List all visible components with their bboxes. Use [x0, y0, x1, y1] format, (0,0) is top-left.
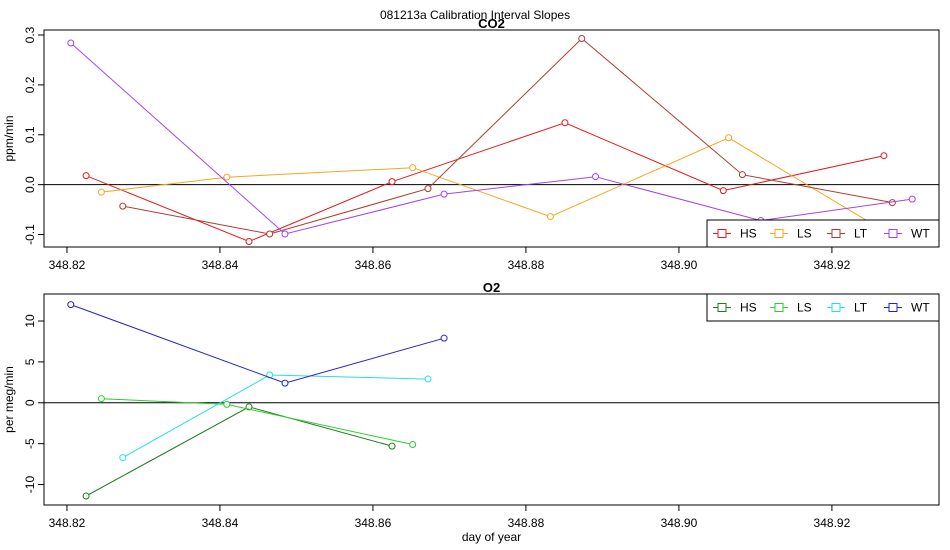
panel-title: O2	[483, 280, 500, 295]
x-tick-label: 348.82	[49, 516, 86, 530]
data-point-lt	[578, 34, 586, 42]
data-point-ls	[223, 400, 231, 408]
data-point-lt	[119, 454, 127, 462]
y-axis-label: ppm/min	[2, 115, 16, 161]
data-point-hs	[82, 492, 90, 500]
legend-marker-wt	[888, 229, 898, 238]
o2-panel: O2 348.82 348.84 348.86 348.88 348.90 348.92 -1…	[2, 280, 940, 544]
data-point-hs	[719, 187, 727, 195]
y-tick-label: 0.0	[23, 176, 37, 193]
data-point-ls	[97, 188, 105, 196]
data-point-hs	[388, 442, 396, 450]
figure-title: 081213a Calibration Interval Slopes	[380, 8, 570, 22]
data-point-lt	[119, 202, 127, 210]
x-tick-label: 348.92	[814, 516, 851, 530]
data-point-wt	[67, 301, 75, 309]
x-tick-label: 348.92	[814, 258, 851, 272]
data-point-ls	[546, 213, 554, 221]
data-point-ls	[97, 395, 105, 403]
legend-label-lt: LT	[854, 301, 868, 315]
x-tick-label: 348.90	[661, 516, 698, 530]
y-tick-label: 5	[23, 358, 37, 365]
legend-marker-hs	[717, 303, 727, 312]
legend-marker-lt	[831, 229, 841, 238]
data-point-lt	[424, 185, 432, 193]
y-tick-label: 0.2	[23, 76, 37, 93]
data-point-wt	[440, 334, 448, 342]
legend-marker-lt	[831, 303, 841, 312]
y-tick-label: 10	[23, 314, 37, 328]
data-point-wt	[281, 230, 289, 238]
legend-label-ls: LS	[797, 301, 812, 315]
data-point-hs	[880, 152, 888, 160]
data-point-ls	[409, 440, 417, 448]
data-point-wt	[281, 379, 289, 387]
x-tick-label: 348.86	[355, 258, 392, 272]
series-line-lt	[122, 37, 893, 235]
plot-frame	[43, 293, 940, 506]
x-tick-label: 348.90	[661, 258, 698, 272]
data-point-hs	[245, 238, 253, 246]
legend-marker-ls	[774, 229, 784, 238]
plot-frame	[43, 29, 940, 248]
data-point-lt	[266, 230, 274, 238]
legend: HS LS LT WT	[706, 293, 940, 322]
legend-marker-wt	[888, 303, 898, 312]
panel-title: CO2	[478, 16, 505, 31]
data-point-wt	[592, 173, 600, 181]
data-point-hs	[388, 178, 396, 186]
legend-label-hs: HS	[740, 301, 757, 315]
x-tick-label: 348.84	[202, 258, 239, 272]
data-point-ls	[409, 164, 417, 172]
y-tick-label: -5	[23, 438, 37, 449]
data-point-wt	[440, 190, 448, 198]
legend-label-hs: HS	[740, 227, 757, 241]
data-point-lt	[424, 375, 432, 383]
legend-marker-hs	[717, 229, 727, 238]
series-line-wt	[70, 42, 913, 235]
x-tick-label: 348.88	[508, 258, 545, 272]
legend-label-lt: LT	[854, 227, 868, 241]
y-tick-label: -10	[23, 476, 37, 494]
series-line-hs	[85, 122, 885, 243]
x-tick-label: 348.86	[355, 516, 392, 530]
legend-label-wt: WT	[911, 301, 930, 315]
x-tick-label: 348.84	[202, 516, 239, 530]
series-line-hs	[85, 406, 393, 497]
data-point-hs	[82, 172, 90, 180]
data-point-wt	[67, 39, 75, 47]
data-point-hs	[561, 119, 569, 127]
series-line-ls	[101, 137, 899, 240]
y-axis-label: per meg/min	[2, 366, 16, 433]
legend-label-wt: WT	[911, 227, 930, 241]
series-line-lt	[122, 374, 429, 459]
legend: HS LS LT WT	[706, 219, 940, 248]
data-point-ls	[725, 134, 733, 142]
y-tick-label: 0	[23, 399, 37, 406]
co2-panel: CO2 348.82 348.84 348.86 348.88 348.90 348.92 -…	[2, 16, 940, 272]
y-tick-label: -0.1	[23, 224, 37, 245]
x-tick-label: 348.88	[508, 516, 545, 530]
x-tick-label: 348.82	[49, 258, 86, 272]
y-tick-label: 0.3	[23, 26, 37, 43]
x-axis-label: day of year	[462, 530, 521, 544]
legend-label-ls: LS	[797, 227, 812, 241]
data-point-ls	[223, 173, 231, 181]
data-point-lt	[738, 171, 746, 179]
series-line-ls	[101, 398, 413, 445]
series-line-wt	[70, 304, 445, 384]
data-point-wt	[908, 195, 916, 203]
y-tick-label: 0.1	[23, 126, 37, 143]
legend-marker-ls	[774, 303, 784, 312]
